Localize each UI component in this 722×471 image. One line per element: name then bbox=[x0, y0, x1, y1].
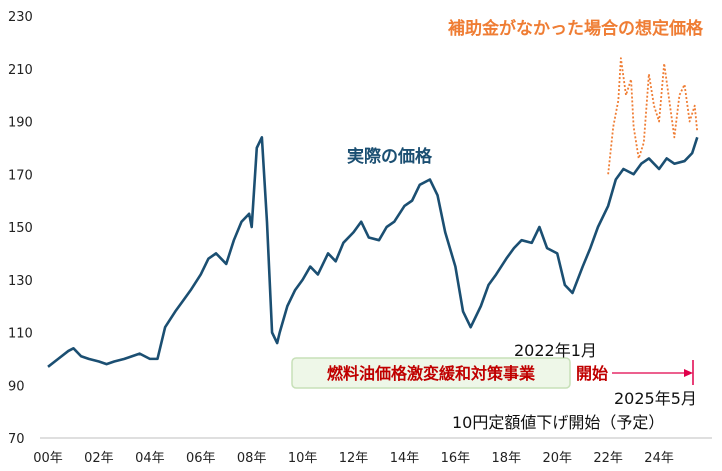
start-word-label: 開始 bbox=[576, 364, 608, 383]
x-tick-label: 18年 bbox=[492, 451, 522, 466]
y-tick-label: 150 bbox=[8, 221, 33, 236]
x-tick-label: 06年 bbox=[186, 451, 216, 466]
start-date-label: 2022年1月 bbox=[514, 341, 597, 360]
y-tick-label: 190 bbox=[8, 116, 33, 131]
x-tick-label: 00年 bbox=[33, 451, 63, 466]
program-box bbox=[291, 357, 571, 389]
x-tick-label: 14年 bbox=[390, 451, 420, 466]
y-tick-label: 90 bbox=[8, 379, 25, 394]
x-tick-label: 24年 bbox=[644, 451, 674, 466]
y-tick-label: 70 bbox=[8, 432, 25, 447]
x-axis-ticks: 00年 02年 04年 06年 08年 10年 12年 14年 16年 18年 20年 22年 24年 bbox=[33, 451, 674, 466]
y-tick-label: 130 bbox=[8, 274, 33, 289]
x-tick-label: 02年 bbox=[84, 451, 114, 466]
x-tick-label: 16年 bbox=[441, 451, 471, 466]
actual-series-label: 実際の価格 bbox=[347, 146, 433, 167]
actual-price-line bbox=[47, 136, 699, 368]
x-tick-label: 04年 bbox=[135, 451, 165, 466]
cut-desc-label: 10円定額値下げ開始（予定） bbox=[452, 413, 664, 432]
x-tick-label: 10年 bbox=[288, 451, 318, 466]
y-tick-label: 110 bbox=[8, 327, 33, 342]
x-tick-label: 20年 bbox=[542, 451, 572, 466]
x-tick-label: 12年 bbox=[339, 451, 369, 466]
hypothetical-series-label: 補助金がなかった場合の想定価格 bbox=[447, 18, 704, 39]
cut-date-label: 2025年5月 bbox=[614, 389, 697, 408]
x-tick-label: 08年 bbox=[237, 451, 267, 466]
y-tick-label: 170 bbox=[8, 168, 33, 183]
y-tick-label: 230 bbox=[8, 10, 33, 25]
hypothetical-price-line bbox=[607, 57, 699, 175]
x-tick-label: 22年 bbox=[593, 451, 623, 466]
start-arrow-head bbox=[684, 369, 693, 377]
series-group bbox=[47, 57, 699, 368]
program-box-label: 燃料油価格激変緩和対策事業 bbox=[327, 364, 536, 383]
y-axis-ticks: 70 90 110 130 150 170 190 210 230 bbox=[8, 10, 33, 447]
y-tick-label: 210 bbox=[8, 63, 33, 78]
